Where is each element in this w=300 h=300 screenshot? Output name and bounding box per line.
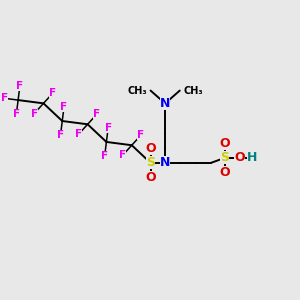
Text: O: O	[145, 142, 156, 154]
Text: F: F	[101, 151, 108, 161]
Text: CH₃: CH₃	[127, 85, 147, 96]
Text: O: O	[219, 136, 230, 150]
Text: S: S	[220, 152, 229, 164]
Text: F: F	[13, 109, 20, 119]
Text: F: F	[60, 102, 68, 112]
Text: F: F	[105, 123, 112, 133]
Text: CH₃: CH₃	[184, 85, 203, 96]
Text: F: F	[119, 150, 126, 161]
Text: S: S	[146, 156, 155, 170]
Text: F: F	[75, 130, 82, 140]
Text: H: H	[247, 152, 257, 164]
Text: F: F	[16, 81, 23, 91]
Text: F: F	[137, 130, 145, 140]
Text: O: O	[145, 171, 156, 184]
Text: F: F	[49, 88, 56, 98]
Text: F: F	[93, 109, 100, 119]
Text: F: F	[1, 93, 8, 103]
Text: F: F	[31, 109, 38, 118]
Text: N: N	[160, 97, 170, 110]
Text: F: F	[57, 130, 64, 140]
Text: N: N	[160, 156, 170, 170]
Text: O: O	[219, 166, 230, 179]
Text: O: O	[234, 152, 244, 164]
